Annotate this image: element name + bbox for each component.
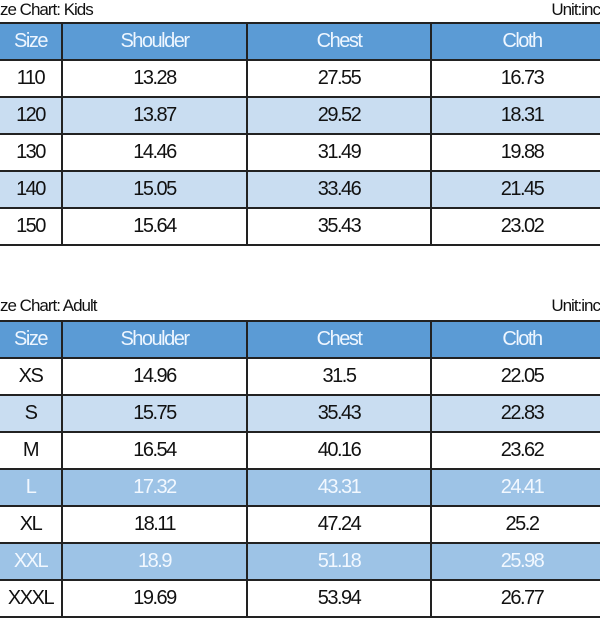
table-cell: Chest <box>248 322 432 357</box>
table-cell: 25.98 <box>500 550 545 572</box>
table-cell: 27.55 <box>248 61 432 96</box>
table-cell: 18.11 <box>63 507 248 542</box>
table-header-row: Size Shoulder Chest Cloth <box>0 24 600 61</box>
table-row: XS 14.96 31.5 22.05 <box>0 359 600 396</box>
table-header-row: Size Shoulder Chest Cloth <box>0 322 600 359</box>
table-cell: 140 <box>0 172 63 207</box>
table-cell: Chest <box>248 24 432 59</box>
adult-unit: Unit:inc <box>551 296 600 315</box>
table-cell: 31.49 <box>248 135 432 170</box>
table-cell: 14.96 <box>63 359 248 394</box>
table-row: L 17.32 43.31 24.41 <box>0 470 600 507</box>
table-cell: Size <box>0 24 63 59</box>
table-cell: M <box>0 433 63 468</box>
table-cell: S <box>0 396 63 431</box>
kids-unit: Unit:inc <box>551 0 600 19</box>
table-cell: 22.83 <box>500 402 545 424</box>
table-cell: 17.32 <box>63 470 248 505</box>
table-cell: 13.87 <box>63 98 248 133</box>
table-cell: 18.9 <box>63 544 248 579</box>
table-cell: 18.31 <box>500 104 545 126</box>
table-cell: 16.73 <box>500 67 545 89</box>
table-cell: Size <box>0 322 63 357</box>
table-cell: 150 <box>0 209 63 244</box>
table-row: 110 13.28 27.55 16.73 <box>0 61 600 98</box>
table-cell: 26.77 <box>500 587 545 609</box>
table-cell: 110 <box>0 61 63 96</box>
kids-size-table: Size Shoulder Chest Cloth 110 13.28 27.55 16.73… <box>0 22 600 246</box>
table-row: 150 15.64 35.43 23.02 <box>0 209 600 246</box>
table-cell: 35.43 <box>248 396 432 431</box>
table-cell: 14.46 <box>63 135 248 170</box>
table-cell: 15.64 <box>63 209 248 244</box>
table-cell: Cloth <box>502 30 543 52</box>
table-cell: 130 <box>0 135 63 170</box>
table-cell: 29.52 <box>248 98 432 133</box>
table-cell: 19.88 <box>500 141 545 163</box>
table-cell: XS <box>0 359 63 394</box>
adult-title: ze Chart: Adult <box>0 296 98 315</box>
table-cell: 21.45 <box>500 178 545 200</box>
table-cell: 25.2 <box>505 513 540 535</box>
table-cell: XXXL <box>0 581 63 616</box>
table-cell: 43.31 <box>248 470 432 505</box>
table-cell: Shoulder <box>63 322 248 357</box>
table-row: M 16.54 40.16 23.62 <box>0 433 600 470</box>
table-cell: 33.46 <box>248 172 432 207</box>
table-row: XXL 18.9 51.18 25.98 <box>0 544 600 581</box>
table-row: 130 14.46 31.49 19.88 <box>0 135 600 172</box>
table-cell: 24.41 <box>500 476 545 498</box>
table-row: S 15.75 35.43 22.83 <box>0 396 600 433</box>
table-cell: Cloth <box>502 328 543 350</box>
kids-caption: ze Chart: Kids Unit:inc <box>0 0 600 22</box>
table-cell: 51.18 <box>248 544 432 579</box>
table-cell: L <box>0 470 63 505</box>
table-cell: 120 <box>0 98 63 133</box>
table-row: 120 13.87 29.52 18.31 <box>0 98 600 135</box>
table-cell: 31.5 <box>248 359 432 394</box>
table-cell: 35.43 <box>248 209 432 244</box>
table-cell: 19.69 <box>63 581 248 616</box>
table-cell: 47.24 <box>248 507 432 542</box>
table-cell: XL <box>0 507 63 542</box>
table-cell: 15.05 <box>63 172 248 207</box>
table-cell: 23.62 <box>500 439 545 461</box>
table-cell: 53.94 <box>248 581 432 616</box>
table-cell: 16.54 <box>63 433 248 468</box>
table-cell: 40.16 <box>248 433 432 468</box>
kids-title: ze Chart: Kids <box>0 0 94 19</box>
table-cell: 22.05 <box>500 365 545 387</box>
adult-caption: ze Chart: Adult Unit:inc <box>0 296 600 318</box>
adult-size-table: Size Shoulder Chest Cloth XS 14.96 31.5 22.05 S 1… <box>0 320 600 618</box>
table-cell: 13.28 <box>63 61 248 96</box>
table-row: 140 15.05 33.46 21.45 <box>0 172 600 209</box>
table-cell: XXL <box>0 544 63 579</box>
table-row: XL 18.11 47.24 25.2 <box>0 507 600 544</box>
table-cell: 15.75 <box>63 396 248 431</box>
table-cell: 23.02 <box>500 215 545 237</box>
table-cell: Shoulder <box>63 24 248 59</box>
